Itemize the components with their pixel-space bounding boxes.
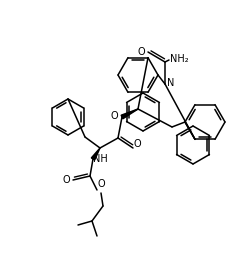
Text: O: O — [138, 47, 145, 57]
Polygon shape — [121, 109, 138, 119]
Polygon shape — [91, 148, 100, 160]
Text: O: O — [134, 139, 141, 149]
Text: NH: NH — [93, 154, 108, 164]
Text: N: N — [167, 78, 174, 88]
Text: NH₂: NH₂ — [170, 54, 189, 64]
Text: O: O — [110, 111, 118, 121]
Text: O: O — [98, 179, 106, 189]
Text: O: O — [62, 175, 70, 185]
